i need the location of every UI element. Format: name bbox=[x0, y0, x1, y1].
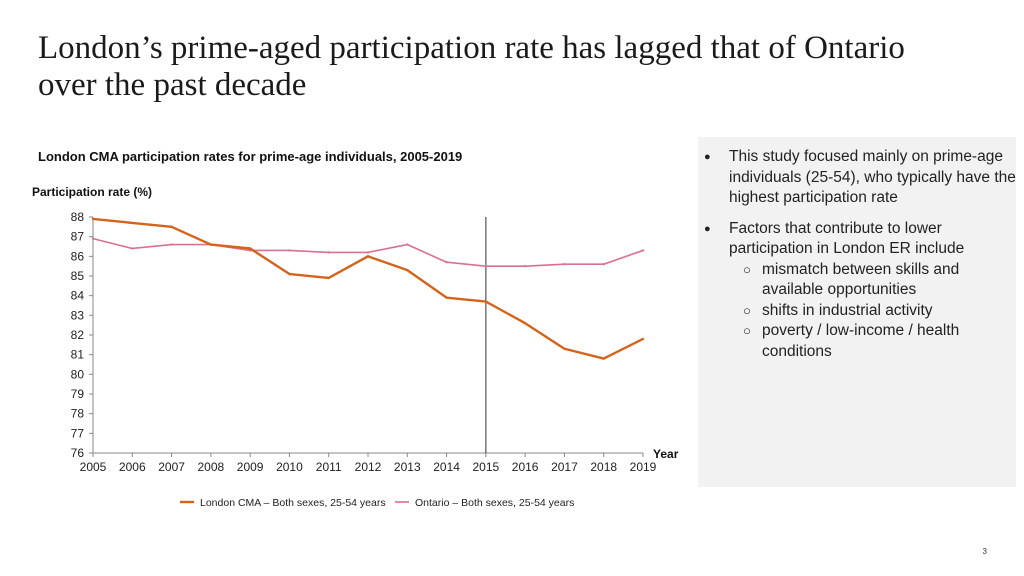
data-point-london-cma bbox=[445, 296, 448, 299]
y-axis-label: Participation rate (%) bbox=[32, 185, 152, 199]
slide-title: London’s prime-aged participation rate h… bbox=[38, 30, 905, 103]
x-tick-label: 2005 bbox=[80, 460, 107, 474]
sub-point: poverty / low-income / health conditions bbox=[729, 321, 1016, 362]
data-point-ontario bbox=[327, 251, 330, 254]
data-point-ontario bbox=[484, 264, 488, 268]
y-tick-label: 78 bbox=[71, 407, 85, 421]
data-point-london-cma bbox=[484, 300, 488, 303]
data-point-ontario bbox=[602, 263, 605, 266]
data-point-london-cma bbox=[641, 337, 645, 341]
data-point-london-cma bbox=[131, 221, 134, 225]
y-tick-label: 81 bbox=[71, 348, 85, 362]
y-tick-label: 85 bbox=[71, 269, 85, 283]
x-tick-label: 2013 bbox=[394, 460, 421, 474]
legend-label: London CMA – Both sexes, 25-54 years bbox=[200, 497, 386, 509]
data-point-london-cma bbox=[406, 268, 409, 272]
x-tick-label: 2008 bbox=[198, 460, 225, 474]
data-point-ontario bbox=[523, 264, 527, 268]
data-point-london-cma bbox=[563, 347, 566, 350]
data-point-london-cma bbox=[602, 357, 605, 360]
x-tick-label: 2018 bbox=[590, 460, 617, 474]
x-tick-label: 2014 bbox=[433, 460, 460, 474]
data-point-ontario bbox=[563, 263, 566, 266]
x-tick-label: 2007 bbox=[158, 460, 185, 474]
sub-point-list: mismatch between skills and available op… bbox=[729, 260, 1016, 363]
y-tick-label: 77 bbox=[71, 426, 85, 440]
key-point-text: Factors that contribute to lower partici… bbox=[729, 219, 965, 258]
x-tick-label: 2006 bbox=[119, 460, 146, 474]
data-point-ontario bbox=[406, 243, 409, 246]
series-line-london-cma bbox=[92, 217, 644, 360]
data-point-ontario bbox=[288, 249, 291, 252]
y-tick-label: 87 bbox=[71, 230, 85, 244]
data-point-ontario bbox=[170, 243, 173, 246]
data-point-ontario bbox=[131, 247, 134, 250]
chart-title: London CMA participation rates for prime… bbox=[38, 149, 463, 164]
x-tick-label: 2017 bbox=[551, 460, 578, 474]
data-point-london-cma bbox=[248, 247, 252, 250]
x-tick-label: 2019 bbox=[630, 460, 657, 474]
key-point: Factors that contribute to lower partici… bbox=[698, 219, 1016, 363]
legend-label: Ontario – Both sexes, 25-54 years bbox=[415, 497, 574, 509]
key-point: This study focused mainly on prime-age i… bbox=[698, 147, 1016, 209]
data-point-london-cma bbox=[209, 243, 213, 246]
key-points-list: This study focused mainly on prime-age i… bbox=[698, 137, 1016, 362]
data-point-ontario bbox=[366, 251, 370, 254]
data-point-ontario bbox=[641, 249, 645, 252]
y-tick-label: 79 bbox=[71, 387, 85, 401]
key-points-panel: This study focused mainly on prime-age i… bbox=[698, 137, 1016, 487]
x-tick-label: 2016 bbox=[512, 460, 539, 474]
data-point-ontario bbox=[445, 261, 448, 264]
x-tick-label: 2011 bbox=[316, 460, 342, 474]
x-tick-label: 2012 bbox=[355, 460, 382, 474]
data-point-london-cma bbox=[366, 255, 370, 258]
page-number: 3 bbox=[982, 547, 987, 556]
sub-point: shifts in industrial activity bbox=[729, 301, 1016, 322]
data-point-london-cma bbox=[91, 217, 95, 221]
y-tick-label: 80 bbox=[71, 367, 85, 381]
x-tick-label: 2015 bbox=[473, 460, 500, 474]
x-tick-label: 2009 bbox=[237, 460, 264, 474]
x-axis-label: Year bbox=[653, 447, 679, 461]
y-tick-label: 76 bbox=[71, 446, 85, 460]
x-tick-label: 2010 bbox=[276, 460, 303, 474]
sub-point: mismatch between skills and available op… bbox=[729, 260, 1016, 301]
data-point-london-cma bbox=[523, 322, 527, 325]
y-tick-label: 82 bbox=[71, 328, 85, 342]
key-point-text: This study focused mainly on prime-age i… bbox=[729, 148, 1016, 206]
y-tick-label: 83 bbox=[71, 308, 85, 322]
y-tick-label: 88 bbox=[71, 210, 85, 224]
y-tick-label: 84 bbox=[71, 289, 85, 303]
y-tick-label: 86 bbox=[71, 249, 85, 263]
data-point-london-cma bbox=[327, 276, 330, 280]
data-point-ontario bbox=[91, 237, 95, 240]
line-chart: Participation rate (%) 76 77 78 79 80 81 82 83 84… bbox=[32, 185, 679, 509]
data-point-london-cma bbox=[170, 225, 173, 229]
data-point-london-cma bbox=[288, 272, 291, 276]
